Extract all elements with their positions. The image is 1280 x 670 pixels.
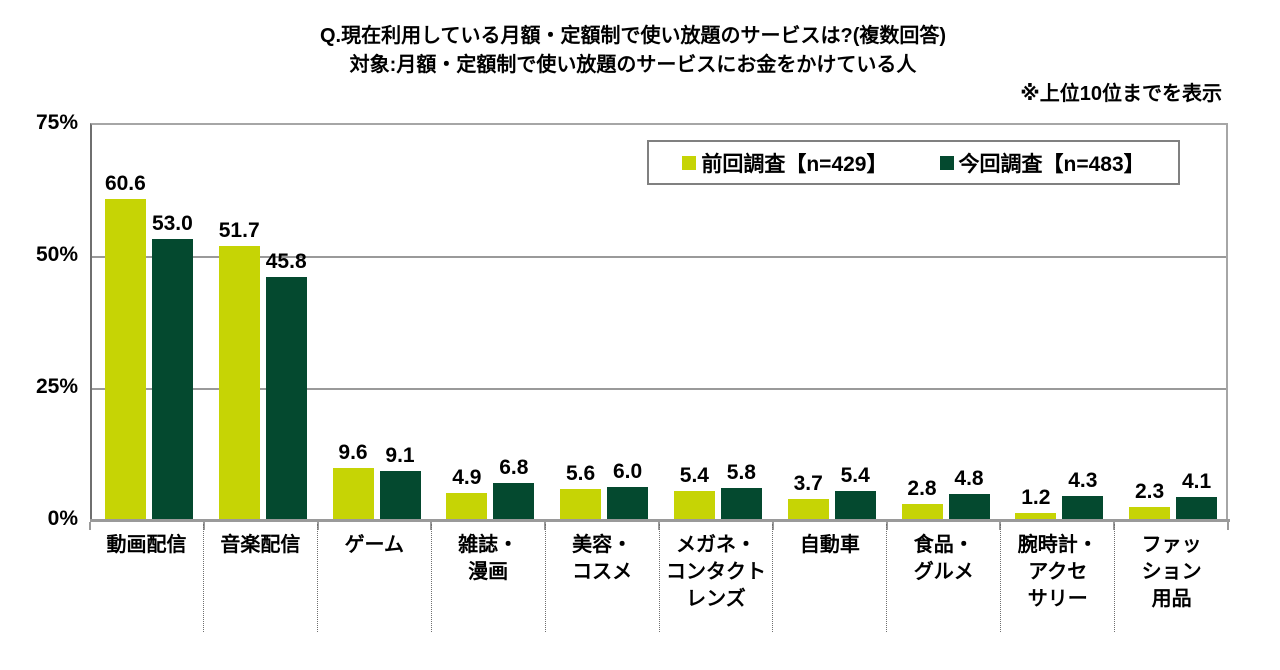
bar-value-label: 4.8 — [954, 466, 984, 490]
legend: 前回調査【n=429】 今回調査【n=483】 — [647, 140, 1180, 185]
x-axis-line — [90, 519, 1230, 522]
bar-value-label: 9.1 — [385, 443, 415, 467]
chart-title-line2: 対象:月額・定額制で使い放題のサービスにお金をかけている人 — [349, 54, 917, 76]
bar-current — [379, 470, 421, 519]
bar-previous — [787, 499, 829, 519]
bar-value-label: 4.1 — [1181, 470, 1212, 494]
legend-swatch — [682, 155, 697, 170]
bar-value-label: 60.6 — [104, 172, 146, 196]
legend-item: 前回調査【n=429】 — [682, 148, 888, 178]
bar-value-label: 4.3 — [1068, 469, 1098, 493]
category-label: 自動車 — [773, 524, 888, 632]
bar-value-label: 6.8 — [499, 456, 529, 480]
category-label: 食品・ グルメ — [887, 524, 1002, 632]
bar-current — [607, 487, 649, 519]
legend-label: 前回調査【n=429】 — [701, 152, 888, 176]
category-label-row: 動画配信 音楽配信 ゲーム 雑誌・ 漫画 美容・ コスメ メガネ・ コンタクト レンズ 自動… — [90, 524, 1228, 636]
bar-value-label: 3.7 — [793, 472, 823, 496]
bar-current — [720, 488, 762, 519]
bar-current — [1176, 497, 1218, 519]
legend-item: 今回調査【n=483】 — [939, 148, 1145, 178]
category-label: ゲーム — [318, 524, 432, 632]
bar-previous — [901, 504, 943, 519]
bar-value-label: 51.7 — [218, 219, 260, 243]
chart-title: Q.現在利用している月額・定額制で使い放題のサービスは?(複数回答) 対象:月額… — [0, 22, 1266, 80]
bar-current — [1062, 496, 1104, 519]
bar-value-label: 9.6 — [338, 441, 368, 465]
bar-value-label: 5.8 — [726, 461, 756, 485]
bar-current — [493, 483, 535, 519]
bar-current — [834, 490, 876, 519]
bar-previous — [1015, 512, 1057, 519]
bar-value-label: 53.0 — [151, 212, 193, 236]
y-tick-label: 25% — [35, 375, 78, 398]
y-tick-label: 0% — [47, 507, 78, 530]
legend-label: 今回調査【n=483】 — [958, 152, 1145, 176]
bar-previous — [332, 468, 374, 519]
category-label: 美容・ コスメ — [546, 524, 660, 632]
y-tick-label: 50% — [35, 243, 78, 266]
bar-previous — [673, 490, 715, 519]
bar-current — [265, 277, 307, 519]
bar-value-label: 1.2 — [1021, 485, 1051, 509]
gridline — [92, 256, 1226, 258]
bar-value-label: 45.8 — [265, 250, 307, 274]
bar-value-label: 5.6 — [565, 462, 596, 486]
chart-note: ※上位10位までを表示 — [1020, 83, 1222, 105]
bar-value-label: 4.9 — [452, 466, 482, 490]
category-label: 動画配信 — [90, 524, 204, 632]
gridline — [92, 388, 1226, 390]
category-label: 雑誌・ 漫画 — [432, 524, 546, 632]
bar-value-label: 6.0 — [612, 460, 643, 484]
bar-previous — [218, 246, 260, 519]
bar-value-label: 5.4 — [840, 463, 870, 487]
bar-current — [151, 239, 193, 519]
category-label: メガネ・ コンタクト レンズ — [660, 524, 774, 632]
axis-tick — [89, 522, 91, 530]
legend-swatch — [939, 155, 954, 170]
bar-previous — [104, 199, 146, 519]
bar-previous — [560, 489, 602, 519]
bar-previous — [1129, 506, 1171, 519]
bar-value-label: 2.8 — [907, 477, 937, 501]
bar-previous — [446, 493, 488, 519]
y-tick-label: 75% — [35, 111, 78, 134]
axis-tick — [1227, 522, 1229, 530]
bar-current — [948, 493, 990, 519]
category-label: ファッ ション 用品 — [1141, 534, 1202, 610]
plot-area: 60.6 53.0 51.7 45.8 9.6 9.1 4.9 6.8 5.6 6.0 5.4 5.8… — [90, 123, 1228, 519]
bar-value-label: 5.4 — [679, 463, 709, 487]
bar-value-label: 2.3 — [1134, 479, 1165, 503]
category-label: 音楽配信 — [204, 524, 318, 632]
category-label: 腕時計・ アクセ サリー — [1001, 524, 1116, 632]
chart-title-line1: Q.現在利用している月額・定額制で使い放題のサービスは?(複数回答) — [319, 25, 947, 47]
